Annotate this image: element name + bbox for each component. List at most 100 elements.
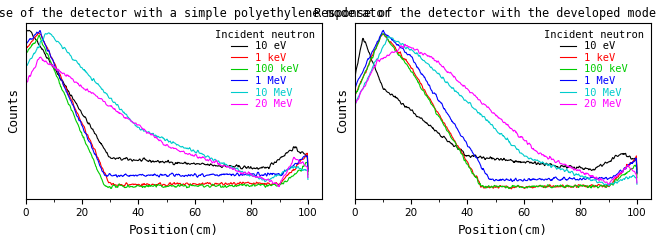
100 keV bbox=[108, 187, 116, 190]
Line: 1 keV: 1 keV bbox=[26, 33, 308, 186]
20 MeV bbox=[190, 155, 198, 158]
10 MeV bbox=[156, 136, 164, 139]
20 MeV bbox=[253, 175, 261, 178]
100 keV bbox=[22, 100, 30, 102]
1 keV bbox=[35, 31, 43, 34]
10 MeV bbox=[298, 169, 306, 172]
20 MeV bbox=[22, 120, 30, 123]
10 eV bbox=[190, 162, 198, 165]
10 MeV bbox=[519, 153, 527, 156]
100 keV bbox=[191, 184, 199, 187]
Line: 10 MeV: 10 MeV bbox=[355, 37, 637, 186]
1 MeV bbox=[633, 171, 641, 174]
20 MeV bbox=[401, 43, 409, 46]
100 keV bbox=[157, 184, 164, 187]
1 keV bbox=[633, 168, 641, 171]
1 keV bbox=[520, 187, 528, 190]
1 MeV bbox=[22, 94, 30, 97]
100 keV bbox=[627, 167, 635, 170]
Y-axis label: Counts: Counts bbox=[336, 88, 349, 133]
Line: 10 MeV: 10 MeV bbox=[26, 33, 308, 182]
10 eV bbox=[582, 167, 590, 170]
1 MeV bbox=[520, 178, 528, 181]
10 MeV bbox=[504, 138, 512, 141]
20 MeV bbox=[298, 161, 306, 164]
Line: 1 keV: 1 keV bbox=[355, 34, 637, 189]
1 keV bbox=[22, 96, 30, 99]
10 eV bbox=[175, 161, 183, 164]
20 MeV bbox=[351, 134, 359, 137]
1 MeV bbox=[36, 29, 44, 32]
20 MeV bbox=[582, 173, 590, 175]
20 MeV bbox=[158, 141, 166, 143]
10 MeV bbox=[158, 135, 166, 138]
10 eV bbox=[351, 118, 359, 121]
1 keV bbox=[159, 184, 166, 187]
1 keV bbox=[304, 167, 312, 170]
1 MeV bbox=[193, 176, 201, 179]
100 keV bbox=[176, 185, 184, 188]
10 eV bbox=[156, 160, 164, 163]
10 MeV bbox=[253, 176, 261, 179]
10 MeV bbox=[22, 109, 30, 112]
20 MeV bbox=[156, 139, 164, 142]
20 MeV bbox=[485, 107, 493, 110]
1 MeV bbox=[190, 173, 198, 176]
X-axis label: Position(cm): Position(cm) bbox=[458, 224, 547, 237]
1 keV bbox=[504, 185, 512, 188]
100 keV bbox=[520, 186, 528, 189]
100 keV bbox=[487, 186, 495, 189]
1 MeV bbox=[627, 162, 635, 165]
1 keV bbox=[176, 182, 184, 185]
10 MeV bbox=[45, 31, 53, 34]
10 eV bbox=[304, 170, 312, 173]
1 MeV bbox=[509, 180, 517, 183]
1 MeV bbox=[156, 173, 164, 176]
10 eV bbox=[359, 37, 367, 40]
10 eV bbox=[519, 161, 527, 164]
1 keV bbox=[487, 185, 495, 188]
100 keV bbox=[159, 185, 166, 188]
10 eV bbox=[487, 157, 495, 160]
100 keV bbox=[35, 34, 43, 37]
20 MeV bbox=[487, 109, 495, 112]
1 MeV bbox=[298, 157, 306, 160]
1 keV bbox=[583, 185, 591, 188]
1 MeV bbox=[380, 29, 388, 32]
100 keV bbox=[505, 187, 513, 190]
10 MeV bbox=[485, 120, 493, 123]
1 MeV bbox=[351, 124, 359, 127]
20 MeV bbox=[37, 56, 45, 59]
Title: Response of the detector with the developed moderator: Response of the detector with the develo… bbox=[314, 7, 658, 20]
10 MeV bbox=[190, 150, 198, 153]
10 eV bbox=[253, 167, 261, 170]
10 MeV bbox=[261, 180, 269, 183]
100 keV bbox=[504, 186, 512, 189]
100 keV bbox=[304, 173, 312, 176]
10 MeV bbox=[633, 183, 641, 186]
1 keV bbox=[254, 182, 262, 185]
10 MeV bbox=[304, 178, 312, 181]
10 MeV bbox=[487, 123, 495, 126]
Line: 100 keV: 100 keV bbox=[26, 35, 308, 188]
1 MeV bbox=[304, 169, 312, 172]
100 keV bbox=[583, 185, 591, 188]
10 MeV bbox=[351, 135, 359, 138]
100 keV bbox=[633, 176, 641, 179]
1 MeV bbox=[485, 177, 493, 180]
20 MeV bbox=[275, 185, 283, 188]
1 MeV bbox=[158, 174, 166, 177]
Title: Response of the detector with a simple polyethylene moderator: Response of the detector with a simple p… bbox=[0, 7, 391, 20]
Legend: 10 eV, 1 keV, 100 keV, 1 MeV, 10 MeV, 20 MeV: 10 eV, 1 keV, 100 keV, 1 MeV, 10 MeV, 20… bbox=[213, 28, 317, 111]
10 MeV bbox=[605, 184, 613, 187]
Line: 1 MeV: 1 MeV bbox=[355, 30, 637, 182]
10 MeV bbox=[175, 144, 183, 147]
100 keV bbox=[254, 183, 262, 186]
1 MeV bbox=[175, 173, 183, 176]
20 MeV bbox=[519, 138, 527, 141]
Line: 10 eV: 10 eV bbox=[26, 30, 308, 172]
10 MeV bbox=[582, 176, 590, 179]
20 MeV bbox=[605, 183, 613, 186]
10 eV bbox=[504, 159, 512, 162]
20 MeV bbox=[633, 182, 641, 184]
